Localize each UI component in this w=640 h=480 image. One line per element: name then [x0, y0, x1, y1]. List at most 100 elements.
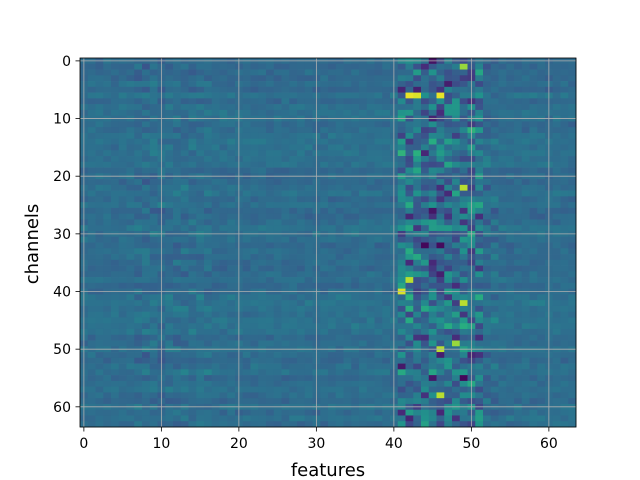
heatmap-cell — [126, 219, 135, 226]
heatmap-cell — [297, 150, 306, 157]
heatmap-cell — [506, 207, 515, 215]
heatmap-cell — [320, 75, 329, 82]
heatmap-cell — [118, 63, 127, 70]
heatmap-cell — [95, 421, 104, 428]
heatmap-cell — [165, 282, 174, 289]
heatmap-cell — [397, 363, 406, 370]
heatmap-cell — [87, 340, 96, 347]
heatmap-cell — [560, 334, 569, 341]
heatmap-cell — [273, 294, 282, 301]
heatmap-cell — [452, 207, 461, 215]
heatmap-cell — [180, 259, 189, 266]
heatmap-cell — [320, 398, 329, 405]
heatmap-cell — [211, 63, 220, 70]
heatmap-cell — [258, 213, 267, 220]
heatmap-cell — [149, 392, 158, 399]
heatmap-cell — [165, 265, 174, 272]
heatmap-cell — [258, 150, 267, 157]
heatmap-cell — [568, 311, 577, 318]
heatmap-cell — [281, 69, 290, 76]
heatmap-cell — [304, 248, 313, 255]
heatmap-cell — [173, 294, 182, 301]
heatmap-cell — [258, 104, 267, 111]
heatmap-cell — [165, 219, 174, 226]
heatmap-cell — [521, 277, 530, 284]
heatmap-cell — [289, 190, 298, 197]
heatmap-cell — [111, 380, 120, 387]
heatmap-cell — [281, 98, 290, 105]
heatmap-cell — [444, 334, 453, 341]
heatmap-cell — [142, 190, 151, 197]
heatmap-cell — [475, 421, 484, 428]
heatmap-cell — [173, 121, 182, 128]
heatmap-cell — [103, 98, 112, 105]
heatmap-cell — [111, 213, 120, 220]
heatmap-cell — [366, 202, 375, 209]
heatmap-cell — [165, 334, 174, 341]
heatmap-cell — [304, 219, 313, 226]
heatmap-cell — [134, 334, 143, 341]
heatmap-cell — [149, 156, 158, 163]
heatmap-cell — [227, 121, 236, 128]
heatmap-cell — [142, 271, 151, 278]
heatmap-cell — [304, 398, 313, 405]
heatmap-cell — [180, 248, 189, 255]
heatmap-cell — [421, 190, 430, 197]
heatmap-cell — [204, 144, 213, 151]
heatmap-cell — [126, 357, 135, 364]
heatmap-cell — [459, 150, 468, 157]
heatmap-cell — [87, 127, 96, 134]
heatmap-cell — [219, 236, 228, 243]
heatmap-cell — [118, 248, 127, 255]
heatmap-cell — [95, 184, 104, 191]
heatmap-cell — [165, 398, 174, 405]
heatmap-cell — [250, 386, 259, 393]
heatmap-cell — [537, 305, 546, 313]
heatmap-cell — [126, 86, 135, 93]
heatmap-cell — [111, 323, 120, 330]
heatmap-cell — [273, 242, 282, 249]
heatmap-cell — [483, 380, 492, 387]
heatmap-cell — [266, 219, 275, 226]
heatmap-cell — [281, 127, 290, 134]
heatmap-cell — [95, 213, 104, 220]
heatmap-cell — [343, 305, 352, 313]
heatmap-cell — [475, 282, 484, 289]
heatmap-cell — [421, 127, 430, 134]
heatmap-cell — [149, 265, 158, 272]
heatmap-cell — [366, 156, 375, 163]
heatmap-cell — [475, 380, 484, 387]
heatmap-cell — [149, 271, 158, 278]
heatmap-cell — [320, 150, 329, 157]
heatmap-cell — [444, 357, 453, 364]
heatmap-cell — [351, 369, 360, 376]
heatmap-cell — [266, 121, 275, 128]
heatmap-cell — [405, 294, 414, 301]
heatmap-cell — [444, 127, 453, 134]
heatmap-cell — [304, 167, 313, 174]
heatmap-cell — [320, 421, 329, 428]
heatmap-cell — [506, 219, 515, 226]
heatmap-cell — [149, 127, 158, 134]
heatmap-cell — [95, 282, 104, 289]
heatmap-cell — [180, 277, 189, 284]
heatmap-cell — [328, 161, 337, 168]
heatmap-cell — [568, 196, 577, 203]
heatmap-cell — [111, 75, 120, 82]
heatmap-cell — [483, 311, 492, 318]
heatmap-cell — [258, 421, 267, 428]
heatmap-cell — [359, 248, 368, 255]
heatmap-cell — [142, 242, 151, 249]
heatmap-cell — [126, 196, 135, 203]
heatmap-cell — [196, 156, 205, 163]
heatmap-cell — [483, 104, 492, 111]
heatmap-cell — [514, 161, 523, 168]
heatmap-cell — [328, 300, 337, 307]
heatmap-cell — [335, 363, 344, 370]
heatmap-cell — [196, 207, 205, 215]
heatmap-cell — [289, 144, 298, 151]
heatmap-cell — [219, 323, 228, 330]
heatmap-cell — [211, 156, 220, 163]
heatmap-cell — [498, 311, 507, 318]
heatmap-cell — [521, 421, 530, 428]
